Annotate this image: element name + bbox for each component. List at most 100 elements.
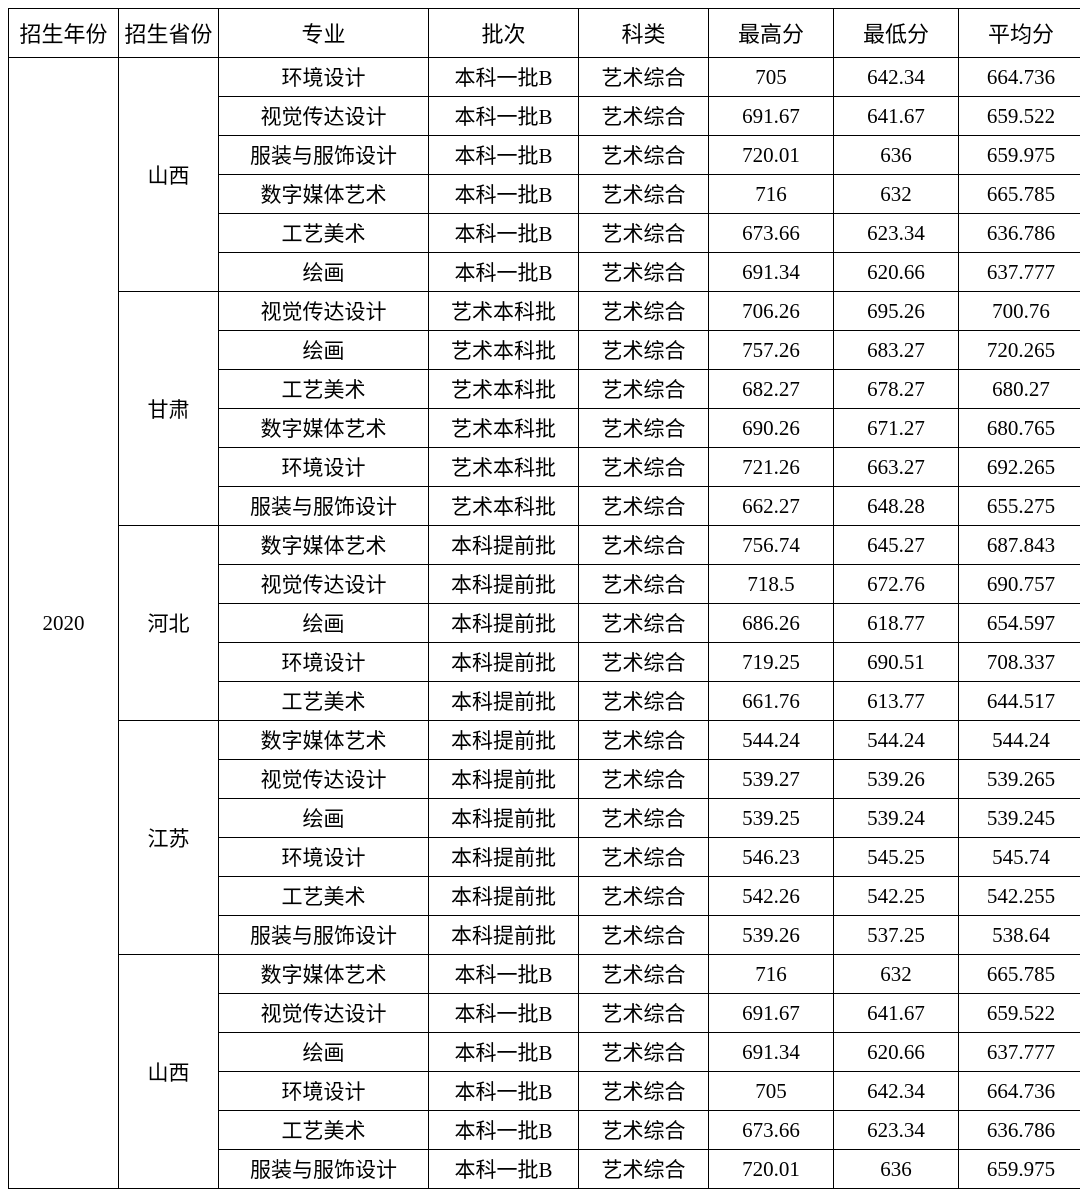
cell-avg: 664.736 bbox=[959, 1072, 1080, 1111]
cell-low: 613.77 bbox=[834, 682, 959, 721]
cell-batch: 本科一批B bbox=[429, 253, 579, 292]
cell-batch: 本科提前批 bbox=[429, 877, 579, 916]
cell-batch: 本科一批B bbox=[429, 58, 579, 97]
cell-avg: 680.27 bbox=[959, 370, 1080, 409]
cell-province: 甘肃 bbox=[119, 292, 219, 526]
cell-avg: 700.76 bbox=[959, 292, 1080, 331]
cell-major: 环境设计 bbox=[219, 1072, 429, 1111]
cell-low: 620.66 bbox=[834, 253, 959, 292]
cell-batch: 本科一批B bbox=[429, 994, 579, 1033]
table-row: 江苏数字媒体艺术本科提前批艺术综合544.24544.24544.24 bbox=[9, 721, 1080, 760]
cell-high: 705 bbox=[709, 58, 834, 97]
cell-major: 服装与服饰设计 bbox=[219, 136, 429, 175]
cell-major: 环境设计 bbox=[219, 838, 429, 877]
cell-high: 757.26 bbox=[709, 331, 834, 370]
cell-low: 690.51 bbox=[834, 643, 959, 682]
cell-high: 539.26 bbox=[709, 916, 834, 955]
cell-high: 691.67 bbox=[709, 97, 834, 136]
cell-high: 673.66 bbox=[709, 214, 834, 253]
cell-major: 工艺美术 bbox=[219, 877, 429, 916]
header-low: 最低分 bbox=[834, 9, 959, 58]
cell-batch: 本科提前批 bbox=[429, 565, 579, 604]
cell-category: 艺术综合 bbox=[579, 760, 709, 799]
cell-high: 661.76 bbox=[709, 682, 834, 721]
cell-batch: 本科提前批 bbox=[429, 643, 579, 682]
cell-batch: 本科一批B bbox=[429, 955, 579, 994]
cell-avg: 539.265 bbox=[959, 760, 1080, 799]
cell-batch: 本科一批B bbox=[429, 1033, 579, 1072]
cell-low: 641.67 bbox=[834, 994, 959, 1033]
cell-major: 环境设计 bbox=[219, 58, 429, 97]
cell-avg: 637.777 bbox=[959, 1033, 1080, 1072]
cell-low: 545.25 bbox=[834, 838, 959, 877]
cell-category: 艺术综合 bbox=[579, 58, 709, 97]
cell-batch: 艺术本科批 bbox=[429, 409, 579, 448]
cell-avg: 644.517 bbox=[959, 682, 1080, 721]
cell-major: 绘画 bbox=[219, 1033, 429, 1072]
cell-low: 542.25 bbox=[834, 877, 959, 916]
cell-high: 716 bbox=[709, 175, 834, 214]
cell-category: 艺术综合 bbox=[579, 1033, 709, 1072]
cell-avg: 636.786 bbox=[959, 214, 1080, 253]
cell-low: 663.27 bbox=[834, 448, 959, 487]
cell-low: 539.24 bbox=[834, 799, 959, 838]
cell-major: 服装与服饰设计 bbox=[219, 916, 429, 955]
cell-high: 720.01 bbox=[709, 1150, 834, 1189]
cell-category: 艺术综合 bbox=[579, 1111, 709, 1150]
cell-high: 756.74 bbox=[709, 526, 834, 565]
cell-category: 艺术综合 bbox=[579, 877, 709, 916]
cell-major: 数字媒体艺术 bbox=[219, 955, 429, 994]
cell-batch: 本科一批B bbox=[429, 214, 579, 253]
cell-category: 艺术综合 bbox=[579, 370, 709, 409]
cell-low: 539.26 bbox=[834, 760, 959, 799]
cell-low: 672.76 bbox=[834, 565, 959, 604]
header-major: 专业 bbox=[219, 9, 429, 58]
cell-avg: 637.777 bbox=[959, 253, 1080, 292]
header-row: 招生年份 招生省份 专业 批次 科类 最高分 最低分 平均分 bbox=[9, 9, 1080, 58]
cell-avg: 636.786 bbox=[959, 1111, 1080, 1150]
cell-major: 数字媒体艺术 bbox=[219, 409, 429, 448]
cell-avg: 680.765 bbox=[959, 409, 1080, 448]
cell-avg: 692.265 bbox=[959, 448, 1080, 487]
cell-batch: 本科提前批 bbox=[429, 838, 579, 877]
cell-low: 623.34 bbox=[834, 214, 959, 253]
cell-avg: 690.757 bbox=[959, 565, 1080, 604]
cell-high: 682.27 bbox=[709, 370, 834, 409]
cell-high: 662.27 bbox=[709, 487, 834, 526]
cell-category: 艺术综合 bbox=[579, 175, 709, 214]
cell-batch: 本科提前批 bbox=[429, 760, 579, 799]
header-high: 最高分 bbox=[709, 9, 834, 58]
cell-batch: 艺术本科批 bbox=[429, 448, 579, 487]
cell-category: 艺术综合 bbox=[579, 1150, 709, 1189]
cell-avg: 545.74 bbox=[959, 838, 1080, 877]
cell-low: 632 bbox=[834, 955, 959, 994]
cell-high: 539.25 bbox=[709, 799, 834, 838]
cell-major: 工艺美术 bbox=[219, 682, 429, 721]
cell-high: 544.24 bbox=[709, 721, 834, 760]
cell-major: 视觉传达设计 bbox=[219, 565, 429, 604]
cell-major: 工艺美术 bbox=[219, 214, 429, 253]
cell-avg: 539.245 bbox=[959, 799, 1080, 838]
cell-avg: 659.522 bbox=[959, 97, 1080, 136]
cell-category: 艺术综合 bbox=[579, 916, 709, 955]
header-year: 招生年份 bbox=[9, 9, 119, 58]
cell-high: 686.26 bbox=[709, 604, 834, 643]
cell-major: 视觉传达设计 bbox=[219, 994, 429, 1033]
cell-category: 艺术综合 bbox=[579, 214, 709, 253]
cell-high: 719.25 bbox=[709, 643, 834, 682]
cell-batch: 艺术本科批 bbox=[429, 331, 579, 370]
cell-category: 艺术综合 bbox=[579, 799, 709, 838]
cell-major: 视觉传达设计 bbox=[219, 292, 429, 331]
cell-low: 636 bbox=[834, 136, 959, 175]
cell-major: 视觉传达设计 bbox=[219, 97, 429, 136]
cell-high: 706.26 bbox=[709, 292, 834, 331]
cell-high: 691.67 bbox=[709, 994, 834, 1033]
cell-high: 705 bbox=[709, 1072, 834, 1111]
cell-avg: 659.975 bbox=[959, 1150, 1080, 1189]
cell-avg: 720.265 bbox=[959, 331, 1080, 370]
cell-low: 642.34 bbox=[834, 58, 959, 97]
cell-category: 艺术综合 bbox=[579, 994, 709, 1033]
cell-major: 工艺美术 bbox=[219, 1111, 429, 1150]
cell-major: 环境设计 bbox=[219, 643, 429, 682]
cell-major: 绘画 bbox=[219, 253, 429, 292]
